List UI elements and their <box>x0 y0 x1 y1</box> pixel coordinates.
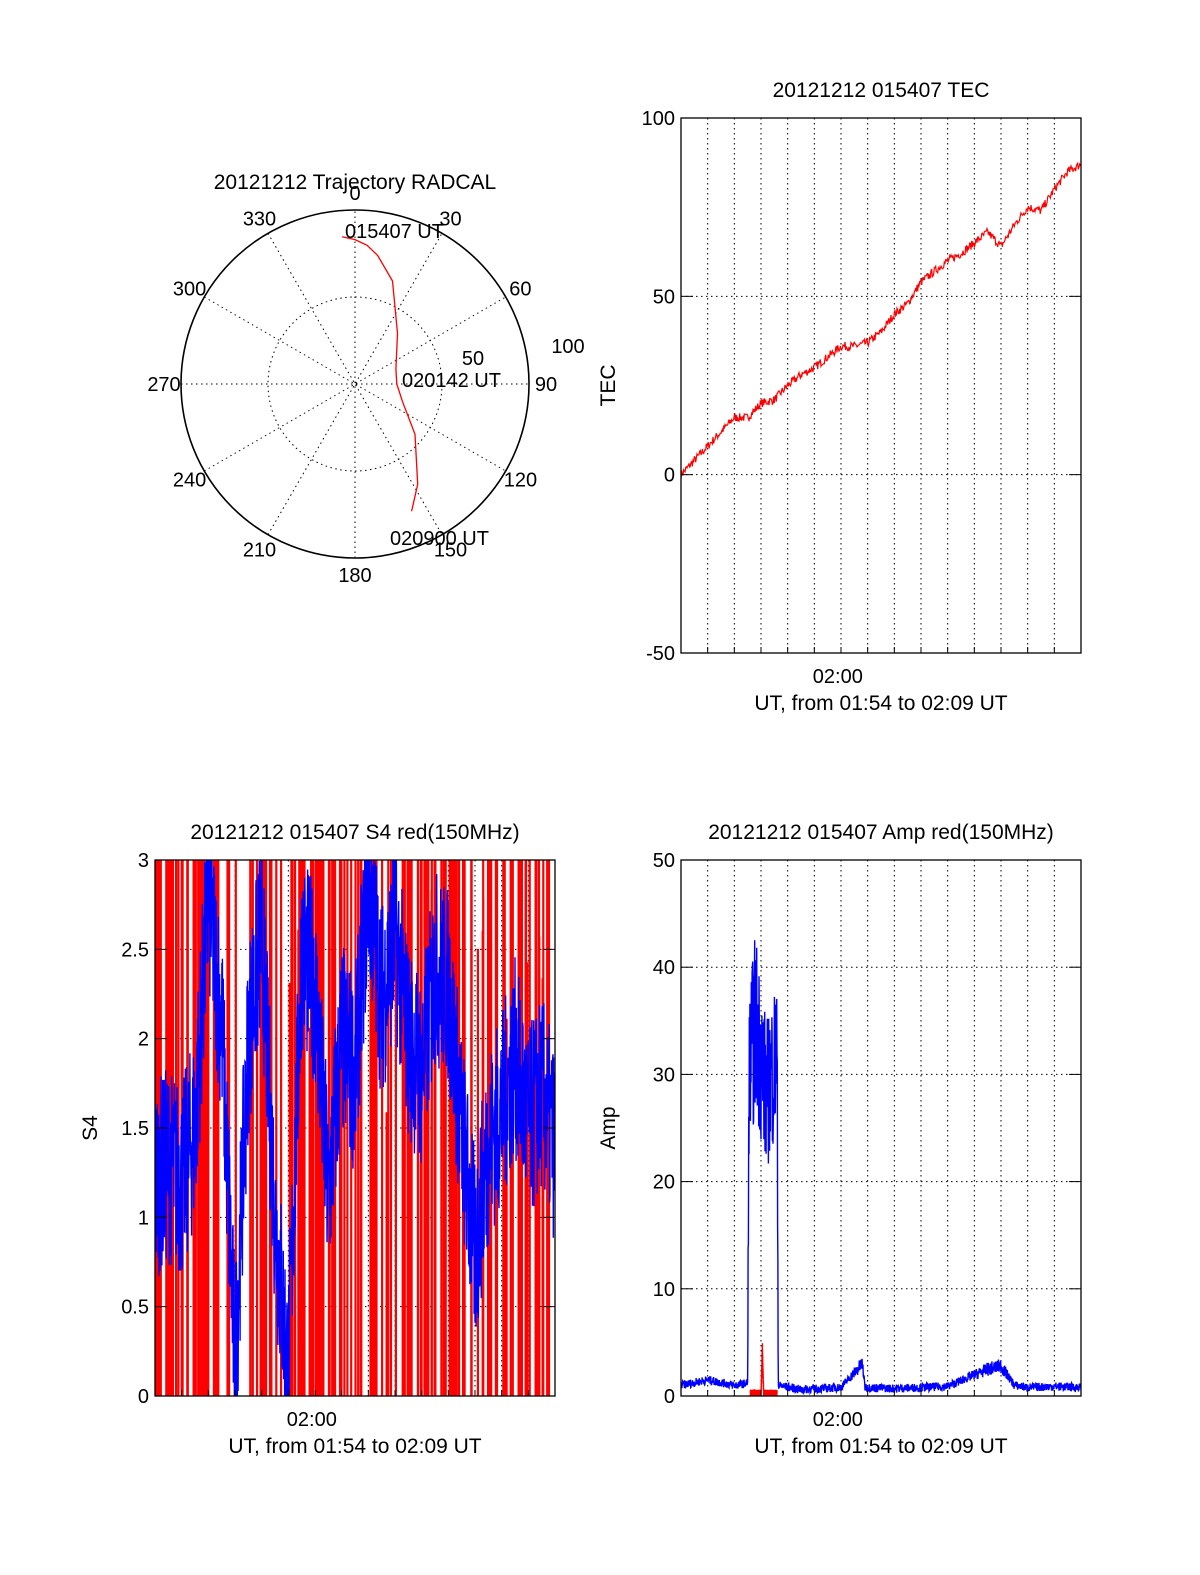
polar-angle-label: 30 <box>439 209 461 231</box>
polar-grid <box>181 210 529 558</box>
polar-angle-labels: 0 30 60 90 120 150 180 210 240 270 300 330 <box>147 183 557 587</box>
radial-tick-label-50: 50 <box>462 348 484 370</box>
y-tick-label: 1 <box>138 1207 149 1229</box>
y-tick-label: 50 <box>653 850 675 872</box>
y-tick-label: -50 <box>646 643 675 665</box>
plot-data <box>681 161 1081 479</box>
polar-angle-label: 240 <box>173 470 206 492</box>
polar-angle-label: 150 <box>434 539 467 561</box>
y-tick-label: 10 <box>653 1279 675 1301</box>
x-tick-label: 02:00 <box>287 1409 337 1431</box>
polar-angle-label: 90 <box>535 374 557 396</box>
y-axis-label: Amp <box>597 1106 620 1149</box>
trajectory-mid-label: 020142 UT <box>402 370 501 392</box>
plot-data <box>155 860 555 1396</box>
y-tick-label: 2.5 <box>121 939 149 961</box>
y-tick-label: 50 <box>653 286 675 308</box>
amp-panel: 0 10 20 30 40 50 02:00 UT, from 01:54 to 02:09 … <box>597 821 1082 1458</box>
y-tick-label: 3 <box>138 850 149 872</box>
polar-angle-label: 210 <box>243 539 276 561</box>
series-line-0 <box>681 161 1081 479</box>
radial-tick-label-100: 100 <box>551 336 584 358</box>
polar-grid-spoke <box>267 233 443 535</box>
x-tick-label: 02:00 <box>813 1409 863 1431</box>
y-tick-label: 0 <box>664 465 675 487</box>
tec-panel: -50 0 50 100 02:00 UT, from 01:54 to 02:09 UT… <box>597 79 1082 715</box>
polar-grid-spoke <box>204 296 506 472</box>
y-tick-label: 100 <box>642 108 675 130</box>
x-axis-label: UT, from 01:54 to 02:09 UT <box>754 1435 1007 1458</box>
y-tick-label: 20 <box>653 1172 675 1194</box>
x-axis-label: UT, from 01:54 to 02:09 UT <box>228 1435 481 1458</box>
polar-plot: 20121212 Trajectory RADCAL 0 30 60 90 120 150… <box>147 171 584 587</box>
x-axis-label: UT, from 01:54 to 02:09 UT <box>754 692 1007 715</box>
y-tick-label: 0 <box>664 1386 675 1408</box>
polar-angle-label: 60 <box>509 279 531 301</box>
y-tick-label: 1.5 <box>121 1118 149 1140</box>
polar-angle-label: 0 <box>349 183 360 205</box>
trajectory-start-label: 015407 UT <box>345 221 444 243</box>
panel-title: 20121212 015407 TEC <box>773 79 990 102</box>
polar-outer-circle <box>180 209 530 559</box>
series-line-1 <box>155 860 555 1396</box>
polar-title: 20121212 Trajectory RADCAL <box>214 171 497 194</box>
panel-title: 20121212 015407 Amp red(150MHz) <box>708 821 1054 844</box>
polar-angle-label: 330 <box>243 209 276 231</box>
plot-data <box>681 940 1081 1396</box>
polar-angle-label: 270 <box>147 374 180 396</box>
y-tick-label: 40 <box>653 957 675 979</box>
series-line-1 <box>749 1343 778 1396</box>
trajectory-end-label: 020900 UT <box>390 528 489 550</box>
trajectory-line <box>341 236 419 512</box>
panel-title: 20121212 015407 S4 red(150MHz) <box>190 821 519 844</box>
polar-angle-label: 120 <box>504 470 537 492</box>
y-tick-label: 2 <box>138 1029 149 1051</box>
y-axis-label: TEC <box>597 365 620 407</box>
y-tick-label: 30 <box>653 1064 675 1086</box>
plot-frame <box>680 859 1082 1397</box>
series-line-0 <box>681 940 1081 1396</box>
polar-angle-label: 300 <box>173 279 206 301</box>
s4-panel: 0 0.5 1 1.5 2 2.5 3 02:00 UT, from 01:54 to 02:0… <box>79 821 556 1458</box>
polar-grid-spoke <box>267 233 443 535</box>
y-tick-label: 0.5 <box>121 1297 149 1319</box>
polar-angle-label: 180 <box>338 565 371 587</box>
plot-frame <box>680 117 1082 654</box>
polar-grid-spoke <box>204 296 506 472</box>
x-tick-label: 02:00 <box>813 666 863 688</box>
y-tick-label: 0 <box>138 1386 149 1408</box>
y-axis-label: S4 <box>79 1115 102 1141</box>
